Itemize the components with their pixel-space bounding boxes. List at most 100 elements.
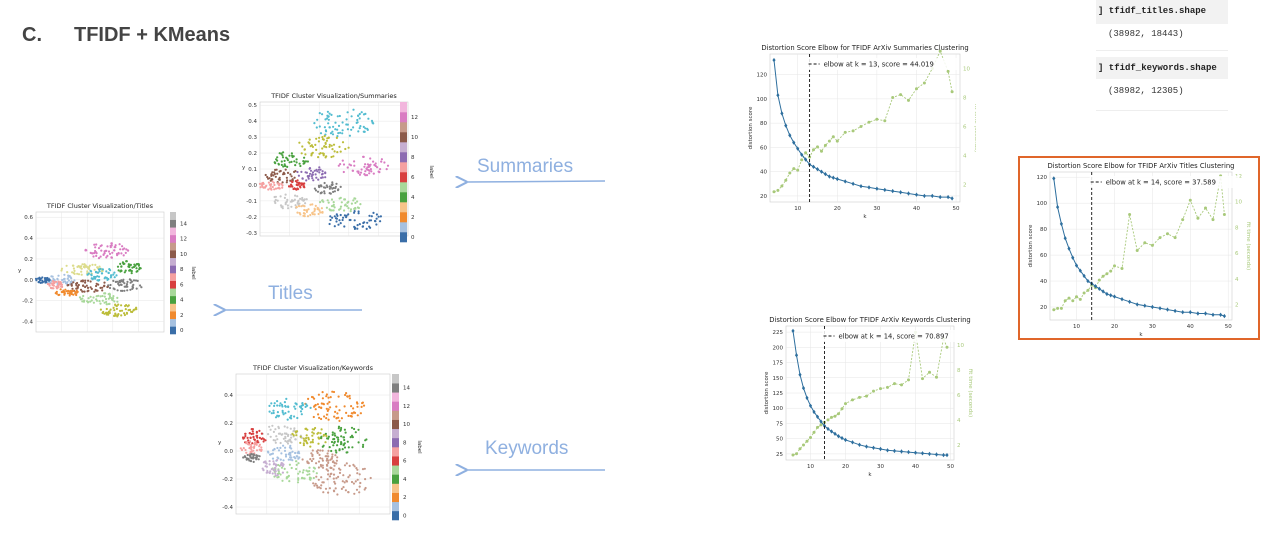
fit-time-point xyxy=(1128,213,1132,216)
cluster-point xyxy=(113,276,116,279)
cluster-point xyxy=(362,443,365,446)
cluster-point xyxy=(297,199,300,202)
legend-box xyxy=(822,330,973,342)
cluster-point xyxy=(292,434,295,437)
cluster-point xyxy=(304,202,307,205)
cluster-point xyxy=(95,299,99,302)
distortion-point xyxy=(1196,311,1200,316)
cluster-point xyxy=(72,267,75,270)
cluster-point xyxy=(328,222,331,226)
cluster-point xyxy=(276,476,279,479)
cluster-point xyxy=(295,206,298,209)
cluster-point xyxy=(331,130,334,133)
fit-time-point xyxy=(816,145,819,149)
cluster-point xyxy=(80,270,83,273)
cluster-point xyxy=(97,247,101,250)
distortion-point xyxy=(934,452,939,457)
colorbar-tick-label: 0 xyxy=(180,328,184,334)
cluster-point xyxy=(119,283,122,286)
fit-time-point xyxy=(827,139,831,143)
cluster-point xyxy=(127,309,130,312)
cluster-point xyxy=(311,431,314,434)
y2-axis-label: fit time (seconds) xyxy=(973,104,976,152)
cluster-point xyxy=(339,429,342,432)
cluster-point xyxy=(277,432,281,435)
cluster-point xyxy=(329,466,332,470)
cluster-point xyxy=(296,184,299,187)
y2-axis-label: fit time (seconds) xyxy=(967,369,973,417)
cluster-point xyxy=(337,223,340,226)
cluster-point xyxy=(320,406,323,409)
cluster-point xyxy=(285,397,288,400)
cluster-point xyxy=(120,265,123,268)
distortion-point xyxy=(811,164,816,169)
cluster-point xyxy=(306,215,310,218)
cluster-point xyxy=(319,449,322,452)
cluster-point xyxy=(244,456,247,459)
cluster-point xyxy=(368,169,371,172)
cluster-point xyxy=(301,407,304,411)
fit-time-point xyxy=(1158,236,1162,240)
cluster-point xyxy=(46,282,50,286)
cluster-point xyxy=(271,424,274,427)
cluster-point xyxy=(116,300,119,303)
cluster-point xyxy=(56,287,59,290)
cluster-point xyxy=(317,212,320,216)
cluster-point xyxy=(341,141,345,144)
cluster-point xyxy=(116,296,119,299)
cluster-point xyxy=(332,473,336,476)
fit-time-point xyxy=(833,414,837,418)
cluster-point xyxy=(282,413,285,416)
cluster-point xyxy=(341,448,344,451)
cluster-point xyxy=(305,469,308,472)
cluster-point xyxy=(343,209,346,212)
cluster-point xyxy=(368,214,371,217)
cluster-point xyxy=(113,246,116,249)
cluster-point xyxy=(123,289,126,292)
cluster-point xyxy=(290,447,293,450)
cluster-point xyxy=(288,463,291,466)
fit-time-point xyxy=(1222,213,1226,216)
cluster-point xyxy=(86,270,89,273)
cluster-point xyxy=(346,201,349,204)
y-tick-label: 0.2 xyxy=(248,151,257,157)
cluster-point xyxy=(274,187,278,190)
cluster-point xyxy=(281,184,284,187)
cluster-point xyxy=(332,489,336,492)
cluster-point xyxy=(270,402,273,405)
cluster-point xyxy=(105,300,108,304)
cluster-point xyxy=(358,485,361,488)
y-axis-label: distortion score xyxy=(748,106,754,149)
cluster-point xyxy=(379,168,382,171)
cluster-point xyxy=(83,299,86,302)
distortion-point xyxy=(1109,293,1113,298)
cluster-point xyxy=(274,441,277,444)
cluster-point xyxy=(277,162,280,165)
cluster-point xyxy=(126,289,129,292)
cluster-point xyxy=(268,183,272,186)
cluster-point xyxy=(297,457,300,460)
cluster-point xyxy=(68,292,71,295)
colorbar-segment xyxy=(392,428,399,439)
cluster-point xyxy=(347,414,350,417)
cluster-point xyxy=(99,302,102,305)
cluster-point xyxy=(318,171,321,174)
cluster-point xyxy=(254,441,257,444)
cluster-point xyxy=(67,279,70,282)
cluster-point xyxy=(322,481,325,484)
y2-tick-label: 8 xyxy=(1235,225,1239,231)
cluster-point xyxy=(97,279,100,282)
distortion-point xyxy=(1135,302,1139,307)
cluster-point xyxy=(130,280,134,283)
cluster-point xyxy=(321,170,324,173)
cluster-point xyxy=(340,441,343,444)
x-tick-label: 20 xyxy=(1111,324,1118,330)
fit-time-point xyxy=(819,423,823,427)
fit-time-point xyxy=(791,453,795,457)
cluster-point xyxy=(328,112,331,115)
y-tick-label: 150 xyxy=(773,376,784,382)
cluster-point xyxy=(340,487,343,490)
cluster-point xyxy=(335,477,338,480)
cluster-point xyxy=(355,467,358,470)
cluster-point xyxy=(364,127,367,130)
